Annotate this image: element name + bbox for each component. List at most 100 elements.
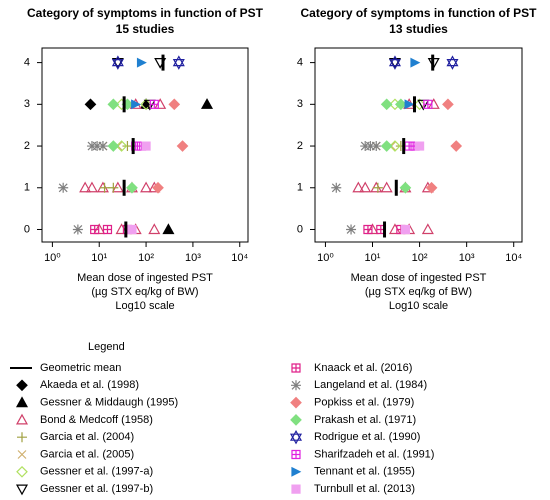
point bbox=[85, 181, 98, 193]
point bbox=[58, 182, 69, 193]
point bbox=[380, 140, 393, 152]
x-axis-label: (µg STX eq/kg of BW) bbox=[365, 286, 472, 298]
x-tick-label: 10³ bbox=[459, 252, 475, 264]
x-axis-label: Log10 scale bbox=[115, 300, 174, 312]
legend-marker bbox=[291, 449, 301, 460]
legend-label: Gessner et al. (1997-a) bbox=[40, 466, 153, 478]
legend-label: Langeland et al. (1984) bbox=[314, 379, 427, 391]
legend-label: Bond & Medcoff (1958) bbox=[40, 414, 153, 426]
chart-title: Category of symptoms in function of PST bbox=[300, 6, 537, 20]
point bbox=[79, 181, 92, 193]
plot-frame bbox=[41, 47, 249, 243]
point bbox=[363, 224, 373, 235]
y-tick-label: 3 bbox=[297, 98, 303, 110]
point bbox=[346, 224, 357, 235]
y-tick-label: 1 bbox=[297, 182, 303, 194]
y-tick-label: 4 bbox=[297, 57, 303, 69]
point bbox=[136, 57, 147, 68]
x-axis-label: (µg STX eq/kg of BW) bbox=[91, 286, 198, 298]
point bbox=[126, 181, 138, 194]
point bbox=[162, 223, 175, 235]
point bbox=[450, 140, 463, 152]
point bbox=[380, 181, 393, 193]
point bbox=[388, 55, 401, 70]
legend-label: Sharifzadeh et al. (1991) bbox=[314, 448, 434, 460]
point bbox=[414, 141, 425, 151]
y-tick-label: 0 bbox=[297, 223, 303, 235]
point bbox=[72, 224, 83, 235]
point bbox=[152, 181, 164, 194]
point bbox=[140, 181, 153, 193]
point bbox=[400, 224, 411, 235]
point bbox=[352, 181, 365, 193]
chart-subtitle: 15 studies bbox=[116, 22, 175, 36]
point bbox=[176, 140, 189, 152]
x-axis-label: Log10 scale bbox=[389, 300, 448, 312]
legend-label: Popkiss et al. (1979) bbox=[314, 397, 414, 409]
legend-marker bbox=[289, 429, 303, 445]
point bbox=[404, 99, 415, 110]
point bbox=[421, 223, 434, 235]
point bbox=[380, 98, 393, 111]
x-tick-label: 10⁴ bbox=[505, 252, 522, 264]
x-tick-label: 10¹ bbox=[91, 252, 107, 264]
legend-marker bbox=[17, 450, 27, 459]
legend-marker bbox=[16, 379, 28, 392]
point bbox=[131, 99, 142, 110]
point bbox=[111, 55, 124, 70]
legend-marker bbox=[291, 484, 301, 494]
legend-marker bbox=[17, 432, 27, 443]
legend-marker bbox=[16, 465, 28, 478]
point bbox=[86, 141, 97, 152]
plot-frame bbox=[314, 47, 523, 243]
y-tick-label: 2 bbox=[297, 140, 303, 152]
point bbox=[127, 224, 137, 235]
point bbox=[365, 141, 376, 152]
point bbox=[371, 141, 382, 152]
point bbox=[389, 140, 401, 152]
legend-label: Garcia et al. (2004) bbox=[40, 431, 134, 443]
x-tick-label: 10⁰ bbox=[317, 252, 334, 264]
x-tick-label: 10² bbox=[412, 252, 428, 264]
x-tick-label: 10³ bbox=[185, 252, 201, 264]
point bbox=[446, 55, 459, 70]
point bbox=[410, 57, 421, 68]
point bbox=[92, 141, 103, 152]
point bbox=[200, 98, 214, 109]
legend-marker bbox=[290, 414, 302, 426]
point bbox=[102, 224, 113, 235]
chart-title: Category of symptoms in function of PST bbox=[27, 6, 264, 20]
point bbox=[84, 98, 97, 111]
point bbox=[168, 98, 181, 111]
point bbox=[140, 98, 152, 111]
x-tick-label: 10⁰ bbox=[44, 252, 61, 264]
x-tick-label: 10² bbox=[138, 252, 154, 264]
point bbox=[90, 224, 100, 235]
point bbox=[115, 140, 128, 152]
y-tick-label: 1 bbox=[24, 182, 30, 194]
legend-label: Geometric mean bbox=[40, 362, 121, 374]
point bbox=[413, 98, 426, 111]
point bbox=[149, 99, 159, 109]
point bbox=[442, 98, 454, 111]
chart-subtitle: 13 studies bbox=[389, 22, 448, 36]
legend-label: Turnbull et al. (2013) bbox=[314, 483, 415, 495]
x-axis-label: Mean dose of ingested PST bbox=[351, 272, 487, 284]
y-tick-label: 2 bbox=[24, 140, 30, 152]
legend-label: Rodrigue et al. (1990) bbox=[314, 431, 420, 443]
y-tick-label: 4 bbox=[24, 57, 30, 69]
x-tick-label: 10¹ bbox=[365, 252, 381, 264]
point bbox=[359, 181, 372, 193]
point bbox=[108, 182, 119, 193]
point bbox=[141, 141, 151, 151]
x-axis-label: Mean dose of ingested PST bbox=[77, 272, 213, 284]
legend-label: Gessner et al. (1997-b) bbox=[40, 483, 153, 495]
legend-marker bbox=[15, 413, 29, 425]
y-tick-label: 3 bbox=[24, 98, 30, 110]
point bbox=[148, 223, 161, 235]
legend-label: Garcia et al. (2005) bbox=[40, 448, 134, 460]
point bbox=[372, 182, 383, 193]
legend-label: Gessner & Middaugh (1995) bbox=[40, 397, 178, 409]
y-tick-label: 0 bbox=[24, 223, 30, 235]
point bbox=[97, 141, 108, 152]
